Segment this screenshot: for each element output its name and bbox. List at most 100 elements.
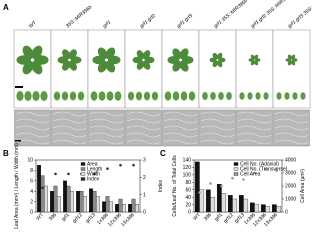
cell-outline	[89, 139, 124, 145]
legend-swatch	[80, 167, 86, 171]
cell-outline	[15, 111, 50, 117]
y2-tick-label: 2000	[285, 184, 296, 190]
x-tick-label: WT	[192, 212, 202, 222]
bar	[70, 191, 74, 213]
legend-swatch	[80, 177, 86, 181]
point	[119, 163, 122, 167]
y-tick-label: 100	[183, 173, 192, 179]
leaf	[300, 92, 306, 100]
cell-outline	[126, 118, 161, 124]
bar	[118, 198, 123, 213]
y-tick-label: 4	[30, 189, 33, 195]
scale-bar	[15, 140, 21, 142]
legend-label: Length	[87, 167, 103, 173]
bar	[89, 188, 93, 213]
legend-swatch	[80, 162, 86, 166]
cell-outline	[52, 118, 87, 124]
leaf	[239, 92, 245, 100]
y-tick-label: 10	[27, 158, 33, 164]
y-tick-label: 60	[185, 187, 191, 193]
bar	[44, 185, 48, 213]
column-header: grf1 grf3	[176, 13, 194, 30]
cell-outline	[163, 111, 198, 117]
leaf	[284, 92, 290, 100]
legend-swatch	[80, 172, 86, 176]
cell-outline	[237, 125, 272, 131]
y2-tick-label: 1	[143, 192, 146, 198]
bar	[109, 201, 113, 213]
column-header: grf1 grf2	[139, 13, 157, 30]
cell-outline	[274, 111, 309, 117]
rosette-leaf	[179, 48, 189, 60]
point	[275, 169, 278, 172]
bar	[53, 185, 58, 213]
rosette-leaf	[105, 60, 116, 73]
legend-swatch	[233, 162, 239, 166]
column-header: grf1 35S::MIR396b	[213, 0, 249, 30]
rosette-leaf	[172, 48, 182, 60]
rosette-leaf	[22, 45, 34, 60]
cell-outline	[274, 125, 309, 131]
rosette-leaf	[254, 60, 259, 66]
rosette-leaf	[136, 50, 145, 60]
y-tick-label: 20	[185, 202, 191, 208]
rosette-leaf	[142, 60, 151, 70]
rosette-leaf	[216, 52, 223, 60]
legend-label: Index	[87, 177, 100, 183]
column-header: WT	[28, 19, 39, 29]
rosette-leaf	[216, 60, 223, 68]
bar	[249, 202, 255, 213]
x-tick-label: grf1	[61, 212, 71, 222]
leaf	[180, 91, 188, 101]
point	[106, 167, 109, 170]
point	[253, 171, 256, 175]
bar	[66, 185, 71, 213]
rosette-leaf	[31, 60, 43, 75]
leaf	[218, 92, 224, 100]
x-tick-label: grf12	[223, 212, 235, 224]
cell-outline	[163, 125, 198, 131]
bar	[128, 204, 132, 213]
cell-outline	[237, 118, 272, 124]
leaf	[40, 91, 48, 101]
y-tick-label: 2	[30, 199, 33, 205]
y2-tick-label: 4000	[285, 158, 296, 164]
cell-outline	[15, 125, 50, 131]
rosette-leaf	[105, 47, 116, 60]
leaf	[16, 91, 24, 101]
leaf	[247, 92, 253, 100]
bar	[135, 204, 139, 213]
leaf	[61, 91, 69, 101]
leaf	[202, 92, 208, 100]
y-tick-label: 0	[30, 210, 33, 216]
point	[231, 176, 234, 180]
rosette-leaf	[291, 54, 296, 60]
leaf	[127, 91, 135, 101]
point	[93, 172, 96, 176]
bar	[105, 196, 110, 213]
leaf	[276, 92, 282, 100]
cell-outline	[163, 132, 198, 138]
rosette-leaf	[62, 49, 71, 60]
leaf	[32, 91, 40, 101]
figure: A WT 35S::MIR396b grf1 grf1 grf2 grf1 grf3 gr…	[3, 0, 312, 229]
bar	[205, 189, 211, 213]
rosette-leaf	[68, 49, 77, 60]
cell-outline	[274, 132, 309, 138]
bar	[221, 193, 227, 213]
panel-label: A	[3, 3, 9, 12]
leaf	[263, 92, 269, 100]
y-tick-label: 80	[185, 180, 191, 186]
leaf	[143, 91, 151, 101]
leaf	[77, 91, 85, 101]
bar	[210, 196, 216, 213]
y-tick-label: 120	[183, 165, 192, 171]
rosette-leaf	[250, 54, 255, 60]
bar	[199, 189, 205, 213]
rosette-leaf	[68, 60, 77, 71]
point	[132, 163, 135, 167]
leaf	[172, 91, 180, 101]
cell-outline	[200, 139, 235, 145]
cell-outline	[89, 111, 124, 117]
bar	[271, 204, 277, 213]
